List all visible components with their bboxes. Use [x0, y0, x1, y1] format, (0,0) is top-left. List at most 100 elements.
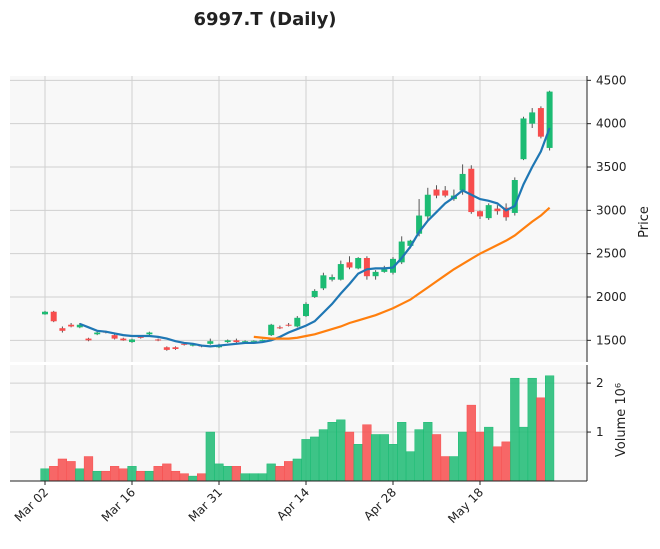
volume-bar — [545, 375, 555, 482]
volume-bar — [66, 461, 76, 482]
candle-body — [172, 347, 179, 349]
candle-body — [442, 190, 449, 196]
candle-body — [85, 338, 92, 341]
volume-bar — [310, 436, 320, 482]
volume-bar — [518, 426, 529, 482]
candle-body — [146, 332, 153, 335]
moving-average-line — [79, 127, 551, 348]
candle-body — [259, 339, 266, 341]
candle-body — [485, 205, 492, 219]
x-tick-label: Mar 02 — [12, 485, 51, 524]
volume-bar — [318, 429, 328, 482]
candle-body — [294, 317, 301, 327]
volume-bar — [83, 456, 94, 482]
candle-body — [520, 118, 527, 160]
candle-body — [129, 339, 135, 343]
volume-bar — [118, 468, 128, 482]
volume-bar — [205, 431, 215, 482]
volume-bar — [249, 473, 259, 482]
volume-bar — [536, 397, 546, 482]
candle-body — [337, 264, 344, 280]
y-tick-label: 2500 — [596, 247, 627, 261]
volume-bar — [153, 466, 163, 482]
volume-bar — [49, 466, 59, 482]
candle-body — [76, 324, 83, 328]
y-tick-label: 3000 — [596, 203, 627, 217]
y-tick-label: 1500 — [596, 333, 627, 347]
volume-bar — [170, 470, 181, 482]
volume-bar — [101, 470, 111, 482]
y-tick-label: 1 — [596, 425, 604, 439]
volume-bar — [136, 470, 146, 482]
volume-bar — [144, 470, 155, 482]
volume-bar — [458, 431, 468, 482]
volume-bar — [240, 473, 250, 482]
candle-body — [120, 338, 127, 341]
candle-body — [468, 168, 475, 213]
volume-bar — [449, 456, 459, 482]
volume-bar — [336, 419, 346, 482]
candle-body — [372, 271, 379, 277]
x-tick-label: Mar 16 — [99, 485, 138, 524]
candle-body — [407, 240, 414, 246]
candle-body — [189, 344, 196, 346]
candle-body — [268, 324, 275, 336]
volume-bar — [475, 431, 485, 482]
candle-body — [111, 335, 118, 339]
volume-bar — [388, 444, 398, 482]
candle-body — [303, 303, 309, 317]
x-tick-label: Mar 31 — [186, 485, 225, 524]
volume-bar — [423, 422, 433, 482]
volume-bar — [405, 451, 415, 482]
candle-body — [363, 258, 370, 277]
volume-bar — [162, 463, 172, 482]
volume-bar — [397, 422, 407, 482]
candle-body — [242, 341, 249, 343]
candle-body — [137, 336, 144, 338]
candle-body — [250, 340, 257, 342]
volume-bar — [466, 404, 476, 482]
y-axis-label: Price — [637, 206, 652, 238]
candle-body — [546, 91, 553, 148]
candle-body — [511, 180, 518, 213]
candle-body — [390, 258, 396, 273]
volume-bar — [510, 377, 520, 482]
candle-body — [398, 241, 405, 263]
candle-body — [381, 269, 388, 272]
candle-body — [181, 343, 188, 345]
volume-bar — [301, 439, 311, 482]
moving-average-line — [253, 206, 551, 340]
y-tick-label: 2 — [596, 376, 604, 390]
volume-bar — [327, 422, 337, 482]
y-tick-label: 4000 — [596, 117, 627, 131]
x-tick-label: Apr 28 — [361, 485, 399, 523]
y-tick-label: 3500 — [596, 160, 627, 174]
volume-bar — [75, 468, 85, 482]
volume-bar — [353, 444, 363, 482]
candle-body — [346, 262, 353, 268]
candle-body — [233, 340, 240, 343]
volume-axis-label: Volume 10⁶ — [614, 383, 629, 457]
candle-body — [42, 311, 48, 315]
candle-body — [207, 341, 214, 344]
candle-body — [529, 112, 536, 124]
candle-body — [416, 215, 423, 234]
candle-body — [163, 347, 170, 350]
volume-bar — [527, 377, 537, 482]
candle-body — [537, 108, 544, 137]
volume-bar — [371, 434, 381, 482]
volume-bar — [344, 431, 355, 482]
volume-bar — [257, 473, 268, 482]
volume-bar — [379, 434, 389, 482]
candle-body — [355, 258, 362, 269]
volume-bar — [92, 470, 102, 482]
volume-bar — [431, 434, 442, 482]
x-tick-label: May 18 — [445, 485, 486, 526]
volume-bar — [197, 473, 207, 482]
volume-bar — [110, 466, 120, 482]
candle-body — [155, 339, 162, 341]
candle-body — [68, 324, 75, 327]
volume-bar — [179, 473, 189, 482]
volume-bar — [188, 475, 198, 482]
